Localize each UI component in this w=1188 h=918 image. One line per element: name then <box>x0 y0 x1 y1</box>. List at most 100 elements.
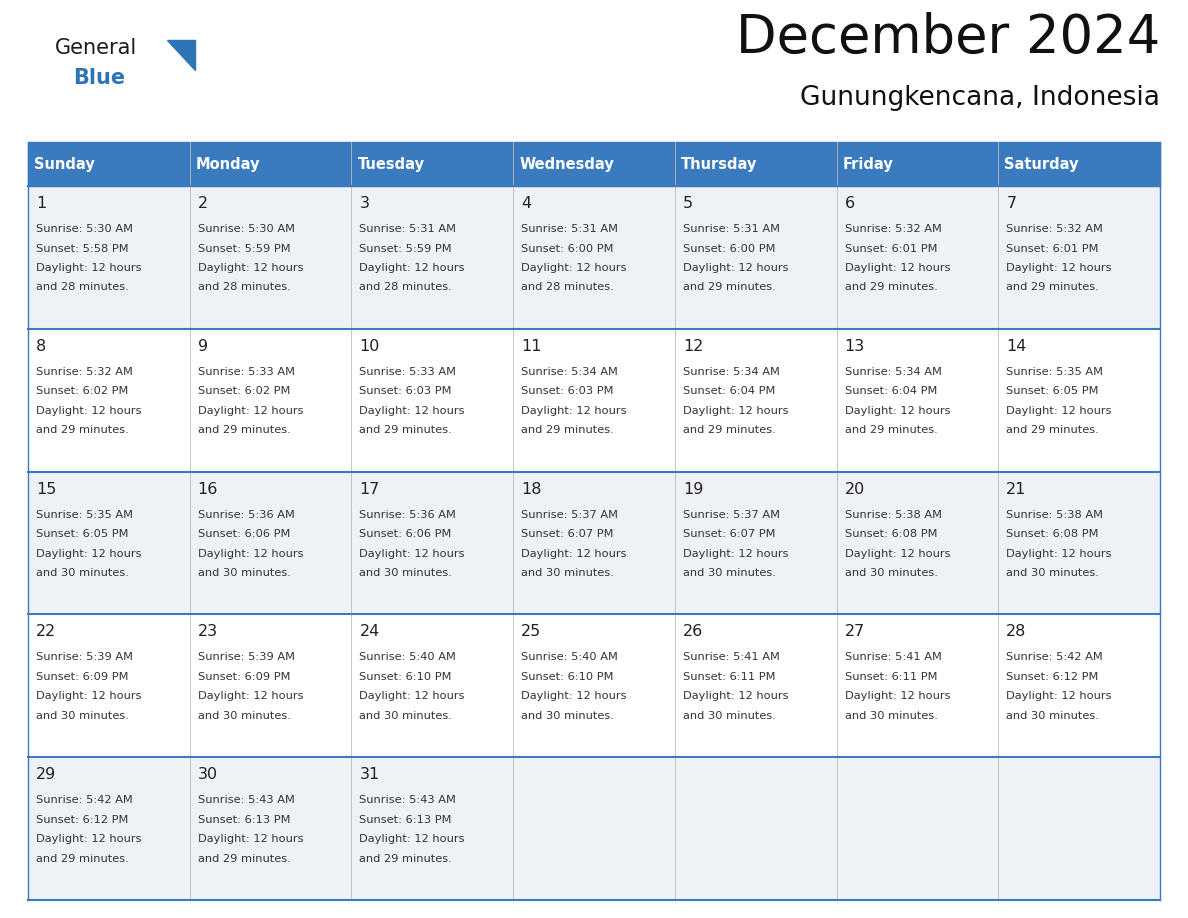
Text: Sunset: 6:09 PM: Sunset: 6:09 PM <box>36 672 128 682</box>
Text: Sunset: 6:06 PM: Sunset: 6:06 PM <box>360 529 451 539</box>
Text: Sunrise: 5:40 AM: Sunrise: 5:40 AM <box>522 653 618 663</box>
Bar <box>29 757 1159 900</box>
Text: and 30 minutes.: and 30 minutes. <box>197 711 291 721</box>
Text: 20: 20 <box>845 482 865 497</box>
Text: Sunset: 6:01 PM: Sunset: 6:01 PM <box>845 243 937 253</box>
Text: and 29 minutes.: and 29 minutes. <box>36 854 128 864</box>
Text: Sunrise: 5:43 AM: Sunrise: 5:43 AM <box>197 795 295 805</box>
Text: Wednesday: Wednesday <box>519 156 614 172</box>
Text: Sunrise: 5:34 AM: Sunrise: 5:34 AM <box>683 367 779 376</box>
Text: Sunset: 6:08 PM: Sunset: 6:08 PM <box>845 529 937 539</box>
Text: and 29 minutes.: and 29 minutes. <box>683 425 776 435</box>
Text: Daylight: 12 hours: Daylight: 12 hours <box>522 263 626 273</box>
Text: Sunset: 5:59 PM: Sunset: 5:59 PM <box>197 243 290 253</box>
Text: Sunrise: 5:41 AM: Sunrise: 5:41 AM <box>683 653 779 663</box>
Polygon shape <box>168 40 195 70</box>
Text: 8: 8 <box>36 339 46 353</box>
Bar <box>29 329 1159 472</box>
Text: 14: 14 <box>1006 339 1026 353</box>
Text: 11: 11 <box>522 339 542 353</box>
Text: Sunset: 6:00 PM: Sunset: 6:00 PM <box>522 243 614 253</box>
Text: Sunset: 6:10 PM: Sunset: 6:10 PM <box>360 672 451 682</box>
Text: Sunset: 6:04 PM: Sunset: 6:04 PM <box>683 386 776 397</box>
Text: and 29 minutes.: and 29 minutes. <box>522 425 614 435</box>
Text: and 28 minutes.: and 28 minutes. <box>197 283 290 293</box>
Text: Sunrise: 5:36 AM: Sunrise: 5:36 AM <box>360 509 456 520</box>
Text: and 29 minutes.: and 29 minutes. <box>360 854 453 864</box>
Text: Gunungkencana, Indonesia: Gunungkencana, Indonesia <box>801 85 1159 111</box>
Text: Daylight: 12 hours: Daylight: 12 hours <box>36 691 141 701</box>
Text: Daylight: 12 hours: Daylight: 12 hours <box>1006 549 1112 558</box>
Text: Daylight: 12 hours: Daylight: 12 hours <box>845 263 950 273</box>
Text: Daylight: 12 hours: Daylight: 12 hours <box>683 549 789 558</box>
Text: 5: 5 <box>683 196 693 211</box>
Text: Sunset: 6:07 PM: Sunset: 6:07 PM <box>683 529 776 539</box>
Text: and 29 minutes.: and 29 minutes. <box>36 425 128 435</box>
Text: Sunset: 6:02 PM: Sunset: 6:02 PM <box>36 386 128 397</box>
Text: Sunrise: 5:39 AM: Sunrise: 5:39 AM <box>197 653 295 663</box>
Text: 15: 15 <box>36 482 56 497</box>
Text: Daylight: 12 hours: Daylight: 12 hours <box>197 549 303 558</box>
Text: Daylight: 12 hours: Daylight: 12 hours <box>360 834 465 845</box>
Text: and 30 minutes.: and 30 minutes. <box>36 568 128 578</box>
Text: Sunset: 6:13 PM: Sunset: 6:13 PM <box>360 814 451 824</box>
Text: Sunrise: 5:33 AM: Sunrise: 5:33 AM <box>360 367 456 376</box>
Text: and 30 minutes.: and 30 minutes. <box>522 711 614 721</box>
Text: and 29 minutes.: and 29 minutes. <box>845 425 937 435</box>
Text: Sunrise: 5:43 AM: Sunrise: 5:43 AM <box>360 795 456 805</box>
Text: Sunset: 6:12 PM: Sunset: 6:12 PM <box>36 814 128 824</box>
Bar <box>29 472 1159 614</box>
Text: Sunrise: 5:39 AM: Sunrise: 5:39 AM <box>36 653 133 663</box>
Text: Sunrise: 5:34 AM: Sunrise: 5:34 AM <box>522 367 618 376</box>
Text: Daylight: 12 hours: Daylight: 12 hours <box>197 691 303 701</box>
Bar <box>29 614 1159 757</box>
Text: 30: 30 <box>197 767 217 782</box>
Text: General: General <box>55 38 138 58</box>
Text: Daylight: 12 hours: Daylight: 12 hours <box>360 549 465 558</box>
Text: Sunrise: 5:42 AM: Sunrise: 5:42 AM <box>1006 653 1102 663</box>
Text: Sunset: 6:05 PM: Sunset: 6:05 PM <box>1006 386 1099 397</box>
Text: Sunset: 6:12 PM: Sunset: 6:12 PM <box>1006 672 1099 682</box>
Text: 12: 12 <box>683 339 703 353</box>
Text: 24: 24 <box>360 624 380 640</box>
Text: Daylight: 12 hours: Daylight: 12 hours <box>683 406 789 416</box>
Text: 4: 4 <box>522 196 531 211</box>
Text: Sunset: 6:11 PM: Sunset: 6:11 PM <box>683 672 776 682</box>
Text: Sunrise: 5:40 AM: Sunrise: 5:40 AM <box>360 653 456 663</box>
Text: 10: 10 <box>360 339 380 353</box>
Text: 23: 23 <box>197 624 217 640</box>
Text: Sunrise: 5:37 AM: Sunrise: 5:37 AM <box>683 509 779 520</box>
Text: Sunrise: 5:36 AM: Sunrise: 5:36 AM <box>197 509 295 520</box>
Text: Sunrise: 5:35 AM: Sunrise: 5:35 AM <box>36 509 133 520</box>
Text: Friday: Friday <box>842 156 893 172</box>
Text: Sunrise: 5:37 AM: Sunrise: 5:37 AM <box>522 509 618 520</box>
Text: 16: 16 <box>197 482 219 497</box>
Text: Thursday: Thursday <box>681 156 757 172</box>
Text: Sunset: 6:11 PM: Sunset: 6:11 PM <box>845 672 937 682</box>
Text: Sunrise: 5:32 AM: Sunrise: 5:32 AM <box>36 367 133 376</box>
Text: and 28 minutes.: and 28 minutes. <box>522 283 614 293</box>
Text: and 30 minutes.: and 30 minutes. <box>845 568 937 578</box>
Text: and 30 minutes.: and 30 minutes. <box>197 568 291 578</box>
Text: Sunrise: 5:31 AM: Sunrise: 5:31 AM <box>683 224 779 234</box>
Text: Sunset: 6:13 PM: Sunset: 6:13 PM <box>197 814 290 824</box>
Text: and 28 minutes.: and 28 minutes. <box>36 283 128 293</box>
Text: Daylight: 12 hours: Daylight: 12 hours <box>683 691 789 701</box>
Text: Daylight: 12 hours: Daylight: 12 hours <box>845 549 950 558</box>
Text: Sunrise: 5:41 AM: Sunrise: 5:41 AM <box>845 653 941 663</box>
Text: and 30 minutes.: and 30 minutes. <box>360 568 453 578</box>
Text: and 30 minutes.: and 30 minutes. <box>845 711 937 721</box>
Text: Daylight: 12 hours: Daylight: 12 hours <box>522 406 626 416</box>
Text: and 29 minutes.: and 29 minutes. <box>197 425 290 435</box>
Text: 31: 31 <box>360 767 380 782</box>
Text: Sunrise: 5:42 AM: Sunrise: 5:42 AM <box>36 795 133 805</box>
Text: Sunset: 6:10 PM: Sunset: 6:10 PM <box>522 672 614 682</box>
Text: Daylight: 12 hours: Daylight: 12 hours <box>360 263 465 273</box>
Text: Sunrise: 5:32 AM: Sunrise: 5:32 AM <box>845 224 941 234</box>
Text: Sunrise: 5:38 AM: Sunrise: 5:38 AM <box>845 509 942 520</box>
Text: 17: 17 <box>360 482 380 497</box>
Text: Daylight: 12 hours: Daylight: 12 hours <box>36 263 141 273</box>
Text: Daylight: 12 hours: Daylight: 12 hours <box>36 549 141 558</box>
Text: Sunset: 6:08 PM: Sunset: 6:08 PM <box>1006 529 1099 539</box>
Text: Daylight: 12 hours: Daylight: 12 hours <box>36 406 141 416</box>
